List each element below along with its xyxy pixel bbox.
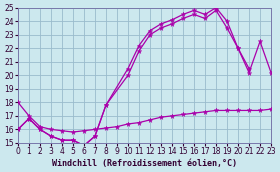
- X-axis label: Windchill (Refroidissement éolien,°C): Windchill (Refroidissement éolien,°C): [52, 159, 237, 168]
